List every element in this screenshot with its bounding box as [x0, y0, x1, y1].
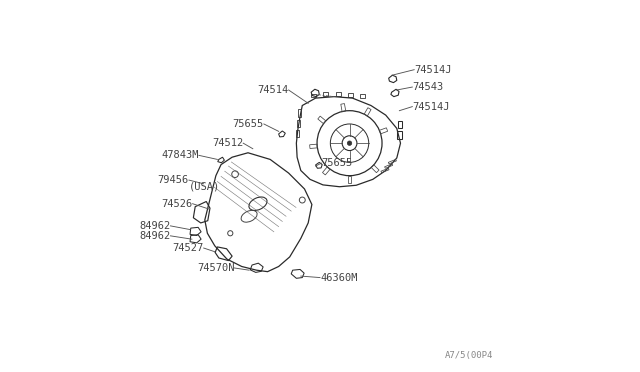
Circle shape: [348, 141, 352, 145]
Text: 84962: 84962: [140, 231, 170, 241]
Text: 75655: 75655: [232, 119, 264, 129]
Text: 79456: 79456: [157, 175, 189, 185]
Text: 74526: 74526: [161, 199, 193, 209]
Text: 74512: 74512: [212, 138, 243, 148]
Text: 84962: 84962: [140, 221, 170, 231]
Text: 74527: 74527: [172, 243, 204, 253]
Text: A7/5(00P4: A7/5(00P4: [445, 350, 493, 359]
Text: 46360M: 46360M: [320, 273, 358, 283]
Text: 74514: 74514: [257, 85, 289, 95]
Text: 74570N: 74570N: [197, 263, 234, 273]
Text: 75655: 75655: [321, 158, 353, 168]
Text: 74514J: 74514J: [414, 65, 452, 75]
Text: 47843M: 47843M: [161, 150, 199, 160]
Text: (USA): (USA): [189, 182, 220, 191]
Text: 74543: 74543: [412, 82, 444, 92]
Text: 74514J: 74514J: [412, 102, 450, 112]
